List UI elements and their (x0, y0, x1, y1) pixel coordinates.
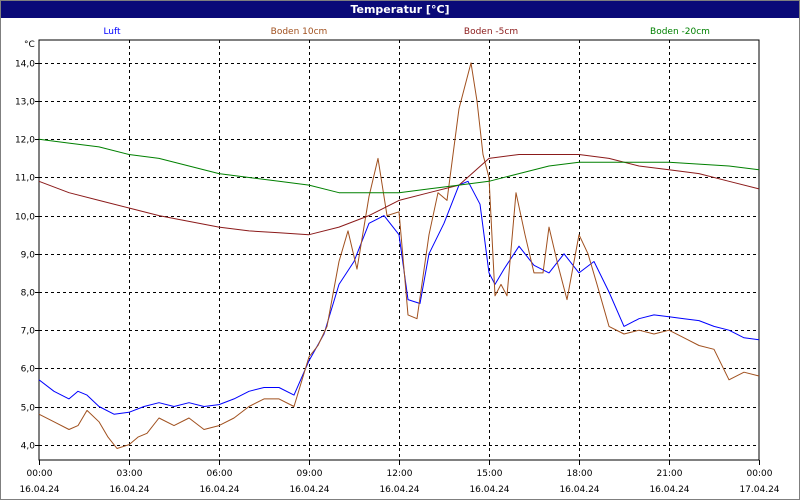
legend-entry-boden-5cm: Boden -5cm (464, 27, 518, 37)
x-tick-date-label: 16.04.24 (379, 485, 419, 495)
y-tick-label: 12,0 (15, 136, 35, 146)
x-tick-time-label: 00:00 (27, 469, 53, 479)
grid (39, 40, 759, 460)
x-tick-date-label: 16.04.24 (469, 485, 509, 495)
legend-entry-boden-10cm: Boden 10cm (271, 27, 328, 37)
series-lines (38, 62, 760, 449)
x-tick-time-label: 06:00 (207, 469, 233, 479)
y-tick-label: 10,0 (15, 213, 35, 223)
y-tick-label: 7,0 (21, 327, 36, 337)
x-tick-date-label: 16.04.24 (559, 485, 599, 495)
y-tick-label: 4,0 (21, 442, 36, 452)
y-tick-label: 9,0 (21, 251, 36, 261)
axes: 4,0 5,0 6,0 7,0 8,0 9,0 10,0 11,0 12,0 13,0 14,0 00… (15, 39, 780, 495)
chart-title: Temperatur [°C] (1, 1, 799, 18)
y-tick-label: 5,0 (21, 404, 36, 414)
x-tick-time-label: 00:00 (747, 469, 773, 479)
series-line-boden-10cm (38, 62, 760, 449)
x-tick-time-label: 21:00 (657, 469, 683, 479)
x-tick-date-label: 16.04.24 (289, 485, 329, 495)
x-tick-date-label: 16.04.24 (109, 485, 149, 495)
x-tick-date-label: 16.04.24 (19, 485, 59, 495)
x-tick-time-label: 03:00 (117, 469, 143, 479)
x-tick-date-label: 16.04.24 (199, 485, 239, 495)
y-tick-label: 8,0 (21, 289, 36, 299)
y-tick-label: 14,0 (15, 60, 35, 70)
series-line-boden-20cm (38, 138, 760, 194)
x-tick-time-label: 09:00 (297, 469, 323, 479)
x-tick-time-label: 18:00 (567, 469, 593, 479)
y-axis-unit-label: °C (24, 40, 35, 50)
x-tick-time-label: 12:00 (387, 469, 413, 479)
x-tick-date-label: 17.04.24 (739, 485, 779, 495)
y-tick-label: 13,0 (15, 98, 35, 108)
series-line-boden-5cm (38, 154, 760, 236)
y-tick-label: 11,0 (15, 174, 35, 184)
legend-entry-boden-20cm: Boden -20cm (650, 27, 710, 37)
legend: Luft Boden 10cm Boden -5cm Boden -20cm (103, 27, 710, 37)
legend-entry-luft: Luft (103, 27, 121, 37)
x-tick-date-label: 16.04.24 (649, 485, 689, 495)
series-line-luft (38, 180, 760, 415)
x-tick-time-label: 15:00 (477, 469, 503, 479)
y-tick-label: 6,0 (21, 365, 36, 375)
